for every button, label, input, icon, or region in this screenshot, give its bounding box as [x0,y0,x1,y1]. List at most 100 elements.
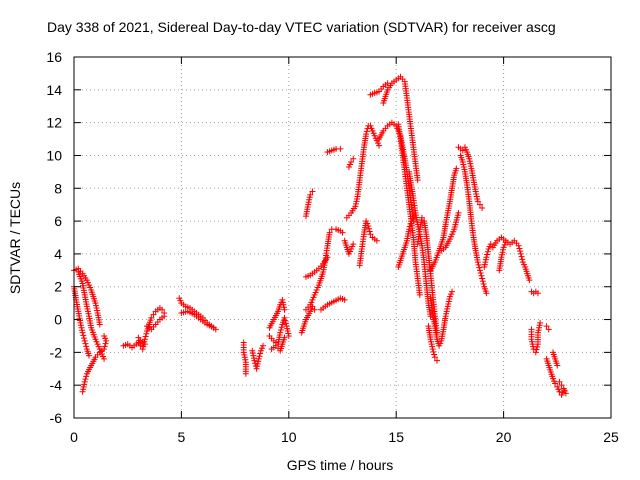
data-point [556,378,563,385]
series-arc-37 [455,144,486,211]
series-arc-46 [550,349,561,369]
data-point [102,340,109,347]
data-point [478,272,485,279]
series-arc-6 [135,305,168,353]
data-point [365,225,372,232]
series-arc-29 [395,121,423,298]
series-arc-3 [75,268,108,362]
data-point [476,264,483,271]
data-point [148,314,155,321]
data-point [459,147,466,154]
data-point [418,214,425,221]
data-point [161,313,168,320]
y-tick-label: 12 [46,115,62,131]
data-point [532,349,539,356]
series-arc-27 [380,73,421,184]
series-arc-11 [249,342,267,372]
data-point [449,288,456,295]
data-point [431,354,438,361]
data-point [484,248,491,255]
series-arc-44 [543,323,552,333]
data-point [285,332,292,339]
data-point [453,165,460,172]
data-point [141,336,148,343]
data-point [142,333,149,340]
data-point [477,270,484,277]
data-point [431,351,438,358]
data-point [83,343,90,350]
data-point [516,245,523,252]
data-point [82,340,89,347]
data-point [281,306,288,313]
data-point [416,291,423,298]
y-tick-label: -2 [50,344,63,360]
data-point [251,357,258,364]
data-point [479,204,486,211]
series-arc-38 [457,152,490,297]
data-point [81,337,88,344]
data-point [307,191,314,198]
x-tick-label: 15 [388,429,404,445]
y-tick-label: 0 [54,312,62,328]
data-point [365,223,372,230]
data-point [260,342,267,349]
data-point [545,326,552,333]
data-point [434,357,441,364]
y-tick-label: -4 [50,377,63,393]
series-arc-39 [481,241,494,271]
series-arc-40 [489,234,533,284]
data-point [81,335,88,342]
data-point [337,145,344,152]
y-tick-label: -6 [50,410,63,426]
data-point [348,159,355,166]
data-point [339,229,346,236]
data-point [309,188,316,195]
data-point [474,259,481,266]
data-point [480,280,487,287]
x-tick-label: 25 [603,429,619,445]
data-point [373,237,380,244]
data-point [282,317,289,324]
data-point [537,319,544,326]
data-point [101,346,108,353]
data-point [406,226,413,233]
data-point [562,390,569,397]
data-point [96,321,103,328]
data-point [278,324,285,331]
series-arc-25 [369,234,380,244]
data-point [341,296,348,303]
series-arc-20 [324,145,344,156]
series-arc-17 [302,254,331,280]
data-point [101,355,108,362]
x-tick-label: 10 [281,429,297,445]
data-point [150,311,157,318]
data-point [350,241,357,248]
data-point [483,290,490,297]
data-point [80,332,87,339]
data-point [479,278,486,285]
y-tick-label: 2 [54,279,62,295]
series-arc-24 [356,218,374,269]
data-point [556,388,563,395]
data-point [517,248,524,255]
data-point [83,373,90,380]
data-point [384,80,391,87]
data-point [475,261,482,268]
data-point [135,334,142,341]
data-point [502,239,509,246]
data-point [86,352,93,359]
data-point [366,228,373,235]
chart-title: Day 338 of 2021, Sidereal Day-to-day VTE… [47,19,556,35]
data-point [159,306,166,313]
series-arc-12 [266,296,288,331]
data-point [367,231,374,238]
series-arc-34 [427,288,456,349]
y-tick-label: 14 [46,82,62,98]
y-tick-label: 10 [46,147,62,163]
series-arc-31 [395,213,417,271]
data-point [543,323,550,330]
y-tick-label: 16 [46,49,62,65]
data-point [101,343,108,350]
plot-frame [73,56,612,419]
